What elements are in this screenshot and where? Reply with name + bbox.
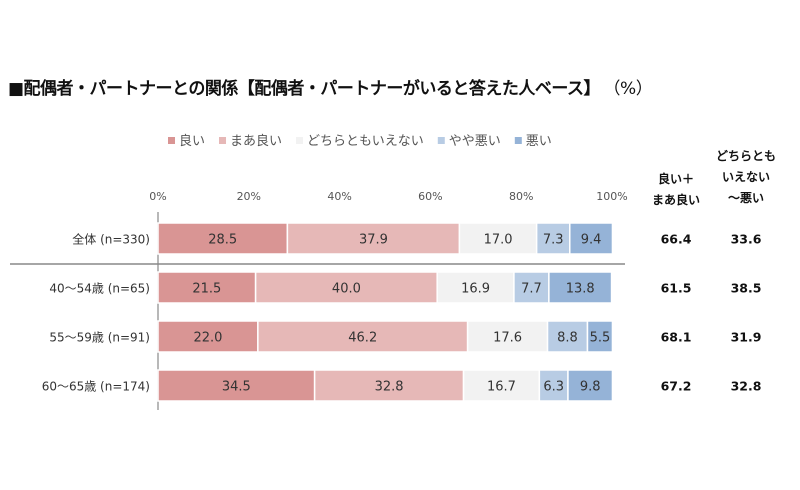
data-label: 21.5 bbox=[192, 282, 221, 297]
legend-label: やや悪い bbox=[449, 134, 501, 149]
summary-value: 67.2 bbox=[661, 379, 692, 394]
data-label: 7.3 bbox=[543, 233, 564, 248]
data-label: 6.3 bbox=[543, 380, 564, 395]
data-label: 28.5 bbox=[208, 233, 237, 248]
data-label: 17.6 bbox=[493, 331, 522, 346]
data-label: 34.5 bbox=[222, 380, 251, 395]
summary-value: 38.5 bbox=[731, 281, 762, 296]
category-label: 40〜54歳 (n=65) bbox=[49, 282, 150, 296]
summary-value: 61.5 bbox=[661, 281, 692, 296]
x-tick-label: 60% bbox=[418, 190, 442, 203]
summary-value: 33.6 bbox=[731, 232, 762, 247]
legend-swatch bbox=[168, 137, 175, 144]
category-label: 全体 (n=330) bbox=[72, 232, 150, 247]
data-label: 46.2 bbox=[348, 331, 377, 346]
legend-swatch bbox=[514, 137, 522, 144]
data-label: 32.8 bbox=[375, 380, 404, 395]
summary-header: まあ良い bbox=[652, 192, 700, 207]
bar-segment bbox=[462, 369, 541, 402]
summary-value: 31.9 bbox=[731, 330, 762, 345]
bar-segment bbox=[546, 320, 589, 353]
bar-segment bbox=[286, 222, 461, 255]
bar-segment bbox=[569, 222, 614, 255]
bar-segment bbox=[567, 369, 614, 402]
data-label: 9.8 bbox=[580, 380, 601, 395]
data-label: 40.0 bbox=[332, 282, 361, 297]
bar-segment bbox=[257, 320, 469, 353]
bar-segment bbox=[466, 320, 549, 353]
data-label: 5.5 bbox=[590, 331, 611, 346]
bar-segment bbox=[586, 320, 614, 353]
summary-header: 〜悪い bbox=[728, 191, 764, 205]
data-label: 16.7 bbox=[487, 380, 516, 395]
summary-header: いえない bbox=[722, 170, 770, 184]
category-label: 60〜65歳 (n=174) bbox=[42, 380, 150, 394]
x-tick-label: 80% bbox=[509, 190, 533, 203]
bar-segment bbox=[313, 369, 465, 402]
data-label: 8.8 bbox=[557, 331, 578, 346]
data-label: 9.4 bbox=[581, 233, 602, 248]
legend-label: 悪い bbox=[526, 134, 552, 149]
data-label: 22.0 bbox=[193, 331, 222, 346]
legend-label: まあ良い bbox=[230, 133, 282, 149]
bar-segment bbox=[436, 271, 515, 304]
data-label: 16.9 bbox=[461, 282, 490, 297]
chart-title: ■配偶者・パートナーとの関係【配偶者・パートナーがいると答えた人ベース】 （%） bbox=[8, 74, 653, 99]
title-text: ■配偶者・パートナーとの関係【配偶者・パートナーがいると答えた人ベース】 bbox=[8, 79, 601, 99]
summary-header: 良い＋ bbox=[658, 171, 694, 186]
data-label: 37.9 bbox=[359, 233, 388, 248]
summary-value: 66.4 bbox=[661, 232, 692, 247]
data-label: 7.7 bbox=[521, 282, 542, 297]
data-label: 17.0 bbox=[484, 233, 513, 248]
summary-value: 68.1 bbox=[661, 330, 692, 345]
legend-label: 良い bbox=[179, 133, 205, 149]
legend-label: どちらともいえない bbox=[307, 134, 424, 149]
summary-header: どちらとも bbox=[716, 149, 776, 163]
unit-label: （%） bbox=[612, 79, 653, 99]
summary-value: 32.8 bbox=[731, 379, 762, 394]
category-label: 55〜59歳 (n=91) bbox=[49, 331, 150, 345]
x-tick-label: 100% bbox=[596, 190, 627, 203]
x-tick-label: 0% bbox=[149, 190, 166, 203]
legend-swatch bbox=[296, 137, 304, 144]
x-tick-label: 40% bbox=[327, 190, 351, 203]
bar-segment bbox=[538, 369, 569, 402]
bar-segment bbox=[157, 369, 316, 402]
x-tick-label: 20% bbox=[237, 190, 261, 203]
bar-segment bbox=[157, 222, 289, 255]
data-label: 13.8 bbox=[566, 282, 595, 297]
bar-segment bbox=[548, 271, 613, 304]
legend-swatch bbox=[219, 137, 227, 144]
legend-swatch bbox=[437, 137, 445, 144]
